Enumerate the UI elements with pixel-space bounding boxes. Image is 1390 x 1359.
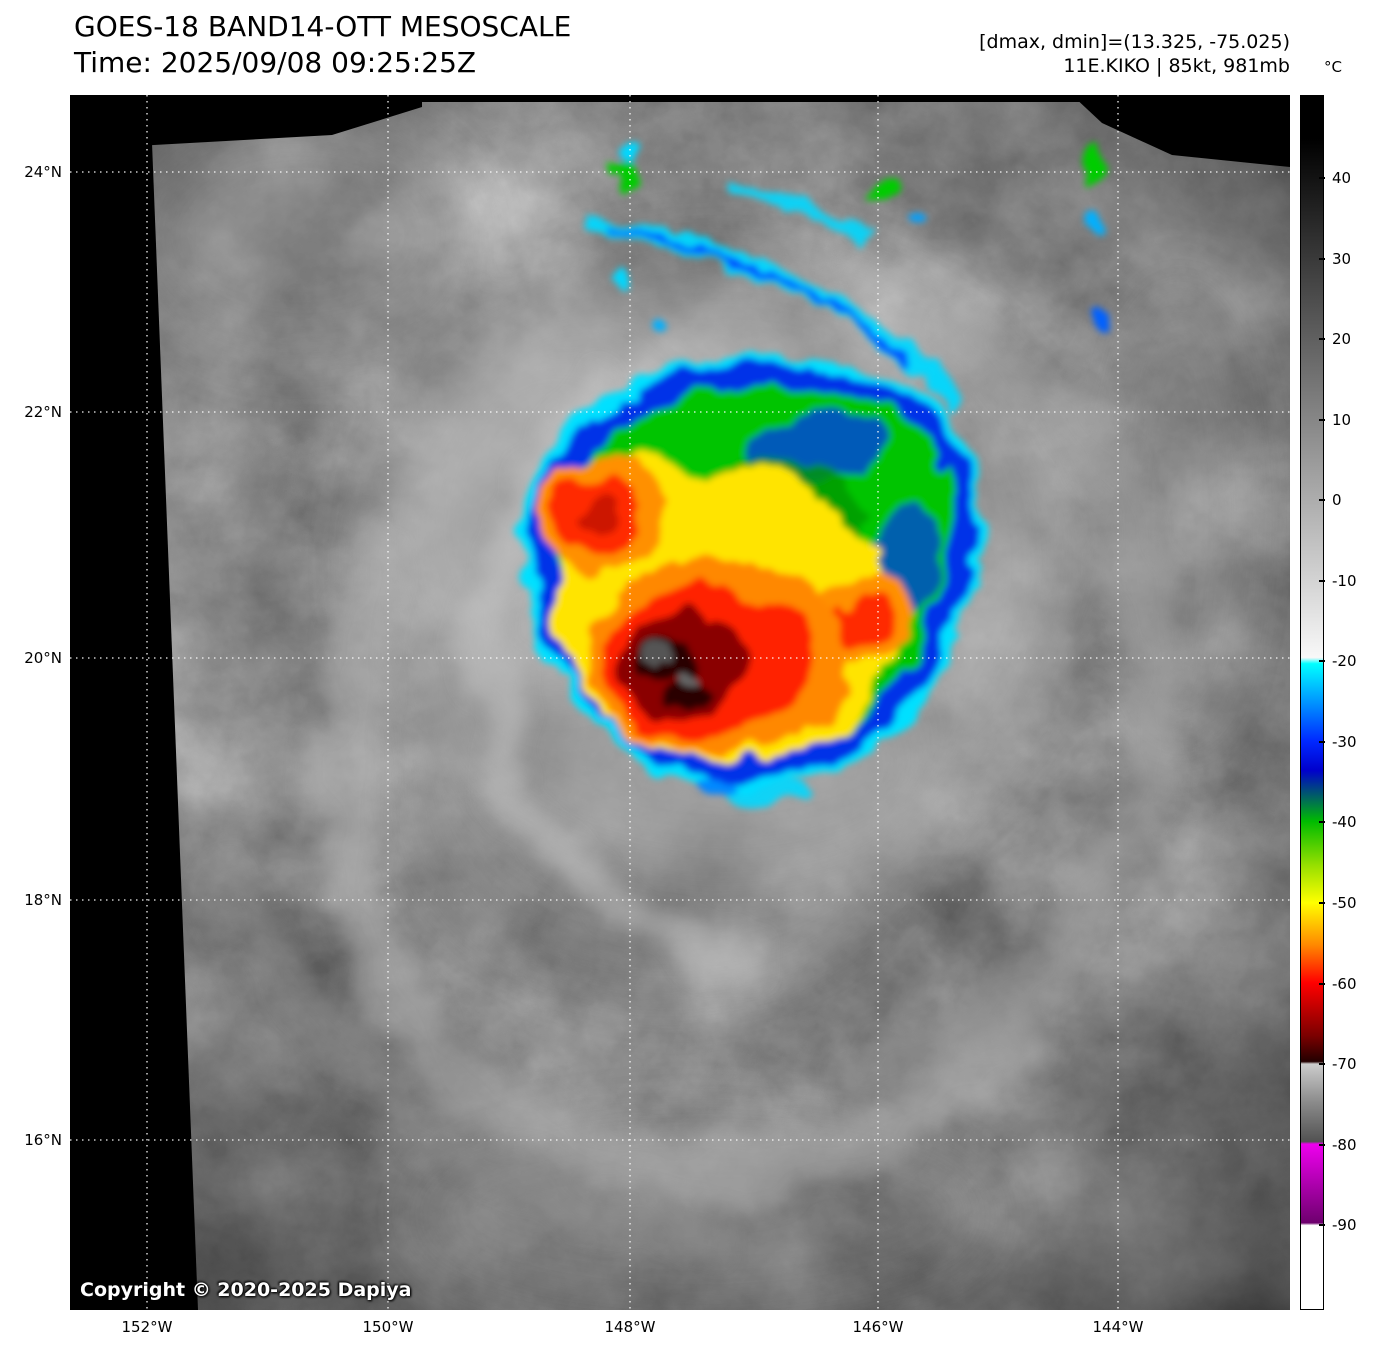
graticule xyxy=(70,95,1290,1310)
lat-label-24n: 24°N xyxy=(24,163,62,181)
lon-label-152w: 152°W xyxy=(121,1318,173,1336)
colorbar-tick-m60: -60 xyxy=(1319,975,1357,993)
dmax-dmin-readout: [dmax, dmin]=(13.325, -75.025) xyxy=(979,31,1290,53)
lon-label-148w: 148°W xyxy=(604,1318,656,1336)
lon-label-150w: 150°W xyxy=(362,1318,414,1336)
lat-label-18n: 18°N xyxy=(24,891,62,909)
colorbar-tick-30: 30 xyxy=(1318,250,1352,268)
cold-specks xyxy=(610,143,1110,327)
copyright-watermark: Copyright © 2020-2025 Dapiya xyxy=(80,1279,412,1301)
satellite-map: Copyright © 2020-2025 Dapiya xyxy=(70,95,1290,1310)
cold-cloud-top-overlay xyxy=(520,356,981,807)
colorbar-tick-0: 0 xyxy=(1319,491,1342,509)
temperature-colorbar xyxy=(1300,95,1324,1310)
lon-label-146w: 146°W xyxy=(852,1318,904,1336)
timestamp: Time: 2025/09/08 09:25:25Z xyxy=(74,46,477,79)
colorbar-tick-m80: -80 xyxy=(1319,1136,1357,1154)
colorbar-unit-label: °C xyxy=(1324,58,1342,76)
colorbar-tick-m10: -10 xyxy=(1319,572,1357,590)
colorbar-tick-m70: -70 xyxy=(1319,1055,1357,1073)
colorbar-tick-m90: -90 xyxy=(1319,1216,1357,1234)
colorbar-tick-10: 10 xyxy=(1318,411,1352,429)
header-readouts: [dmax, dmin]=(13.325, -75.025) 11E.KIKO … xyxy=(979,30,1290,78)
satellite-image xyxy=(70,95,1290,1310)
page-title: GOES-18 BAND14-OTT MESOSCALE xyxy=(74,10,572,43)
lat-label-20n: 20°N xyxy=(24,649,62,667)
lat-label-16n: 16°N xyxy=(24,1131,62,1149)
colorbar-tick-m30: -30 xyxy=(1319,733,1357,751)
outflow-arc xyxy=(588,181,959,406)
colorbar-tick-m20: -20 xyxy=(1319,652,1357,670)
colorbar-tick-m50: -50 xyxy=(1319,894,1357,912)
colorbar-tick-40: 40 xyxy=(1318,169,1352,187)
lon-label-144w: 144°W xyxy=(1092,1318,1144,1336)
sector-edges xyxy=(70,95,1290,1310)
colorbar-tick-20: 20 xyxy=(1318,330,1352,348)
lat-label-22n: 22°N xyxy=(24,403,62,421)
storm-info: 11E.KIKO | 85kt, 981mb xyxy=(1063,55,1290,77)
colorbar-tick-m40: -40 xyxy=(1319,813,1357,831)
